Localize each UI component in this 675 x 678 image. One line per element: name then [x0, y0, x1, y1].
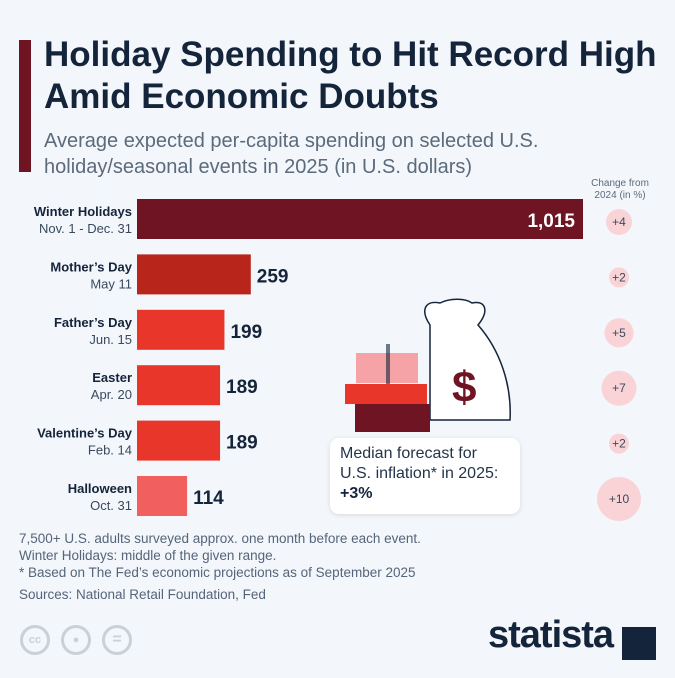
change-label: +7 — [612, 381, 626, 395]
category-label: Mother’s Day — [50, 259, 132, 274]
cc-license-icon[interactable]: cc — [20, 625, 50, 655]
category-label: Valentine’s Day — [37, 426, 133, 441]
category-date: Feb. 14 — [88, 443, 132, 458]
value-label: 114 — [193, 488, 224, 509]
note-2: Winter Holidays: middle of the given ran… — [19, 548, 277, 563]
change-label: +2 — [612, 270, 626, 284]
inflation-callout: Median forecast for U.S. inflation* in 2… — [330, 438, 520, 514]
change-label: +10 — [609, 492, 630, 506]
category-label: Halloween — [68, 481, 132, 496]
callout-line-2: U.S. inflation* in 2025: — [340, 465, 499, 482]
category-date: Oct. 31 — [90, 498, 132, 513]
dollar-icon: $ — [452, 363, 476, 412]
category-date: May 11 — [90, 276, 132, 291]
chart-title: Holiday Spending to Hit Record High Amid… — [44, 35, 657, 116]
change-circle — [609, 433, 629, 454]
footnotes: 7,500+ U.S. adults surveyed approx. one … — [19, 530, 421, 603]
bar — [137, 199, 583, 239]
change-circle — [604, 318, 634, 348]
change-circle — [597, 477, 641, 521]
source-note: Sources: National Retail Foundation, Fed — [19, 587, 266, 602]
category-label: Winter Holidays — [34, 204, 132, 219]
callout-value: +3% — [340, 485, 373, 502]
illustration-gift-moneybag: $ — [345, 298, 511, 432]
bar — [137, 476, 188, 516]
bar — [137, 420, 221, 461]
category-date: Apr. 20 — [91, 387, 132, 402]
category-date: Nov. 1 - Dec. 31 — [39, 221, 132, 236]
category-date: Jun. 15 — [89, 332, 132, 347]
statista-logo-mark — [622, 627, 656, 660]
value-label: 189 — [226, 377, 258, 398]
note-1: 7,500+ U.S. adults surveyed approx. one … — [19, 531, 421, 546]
change-circle — [606, 209, 632, 235]
change-column-header: Change from 2024 (in %) — [591, 178, 649, 201]
change-label: +4 — [612, 215, 626, 229]
change-label: +2 — [612, 437, 626, 451]
attribution-icon[interactable]: ● — [61, 625, 91, 655]
callout-line-1: Median forecast for — [340, 445, 477, 462]
change-circle — [601, 370, 637, 406]
value-label: 189 — [226, 433, 258, 454]
category-label: Easter — [92, 370, 132, 385]
note-3: * Based on The Fed’s economic projection… — [19, 565, 416, 580]
value-label: 259 — [257, 266, 289, 287]
title-accent-bar — [19, 40, 31, 172]
change-label: +5 — [612, 326, 626, 340]
category-label: Father’s Day — [54, 315, 133, 330]
statista-logo[interactable]: statista — [488, 614, 614, 656]
bar-chart: $ Winter Holidays Nov. 1 - Dec. 31 1,015 +4… — [34, 199, 641, 521]
change-circle — [609, 267, 629, 288]
bar — [137, 365, 221, 406]
bar — [137, 309, 225, 350]
chart-subtitle: Average expected per-capita spending on … — [44, 130, 539, 178]
no-derivatives-icon[interactable]: = — [102, 625, 132, 655]
value-label: 199 — [230, 322, 262, 343]
bar — [137, 254, 251, 295]
value-label: 1,015 — [527, 211, 575, 232]
